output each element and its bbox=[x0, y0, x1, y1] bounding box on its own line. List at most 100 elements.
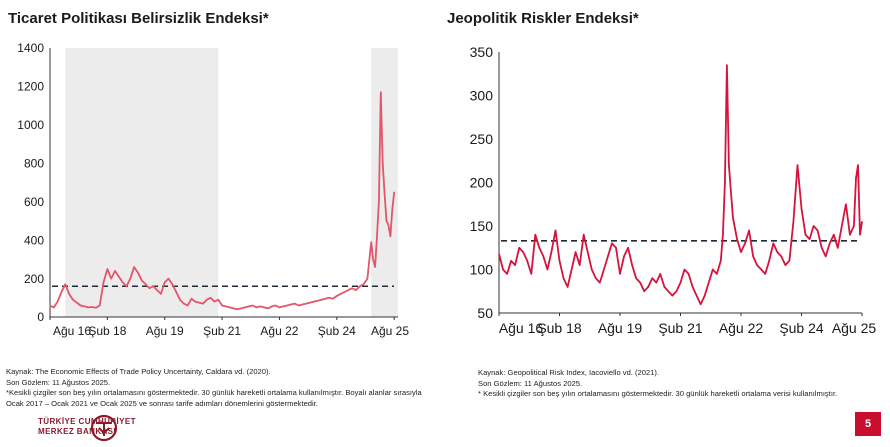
left-data-point bbox=[232, 307, 235, 309]
right-data-point bbox=[542, 255, 544, 258]
left-data-point bbox=[91, 306, 93, 308]
left-data-point bbox=[297, 304, 300, 307]
left-data-point bbox=[106, 268, 108, 270]
right-data-point bbox=[510, 260, 512, 262]
right-data-point bbox=[631, 264, 633, 266]
right-data-point bbox=[728, 164, 730, 166]
left-data-point bbox=[372, 258, 374, 260]
right-data-point bbox=[671, 295, 674, 297]
left-data-point bbox=[355, 289, 357, 291]
left-data-point bbox=[328, 297, 330, 299]
left-data-point bbox=[332, 298, 334, 300]
left-x-tick-label: Şub 18 bbox=[88, 324, 126, 338]
right-data-point bbox=[627, 247, 629, 249]
right-data-point bbox=[768, 260, 770, 262]
right-data-point bbox=[659, 273, 661, 275]
right-data-point bbox=[530, 273, 532, 275]
left-y-tick-label: 1400 bbox=[17, 41, 44, 55]
left-y-tick-label: 1000 bbox=[17, 118, 44, 132]
left-x-tick-label: Ağu 19 bbox=[146, 324, 184, 338]
right-data-point bbox=[726, 64, 728, 66]
right-data-point bbox=[716, 273, 718, 275]
right-data-point bbox=[736, 238, 738, 240]
right-data-point bbox=[744, 242, 746, 244]
left-source-note: Kaynak: The Economic Effects of Trade Po… bbox=[6, 367, 271, 376]
left-y-tick-label: 1200 bbox=[17, 80, 44, 94]
left-data-point bbox=[83, 305, 86, 308]
right-data-point bbox=[566, 286, 569, 288]
right-data-point bbox=[704, 295, 706, 297]
left-data-point bbox=[187, 304, 189, 307]
right-data-point bbox=[679, 281, 682, 284]
right-data-point bbox=[813, 225, 815, 227]
left-data-point bbox=[145, 283, 147, 285]
right-y-tick-label: 100 bbox=[470, 261, 494, 277]
right-data-point bbox=[829, 242, 831, 244]
left-data-point bbox=[87, 306, 89, 308]
left-y-tick-label: 800 bbox=[24, 156, 44, 170]
right-data-point bbox=[623, 255, 625, 258]
left-data-point bbox=[210, 297, 212, 299]
left-data-point bbox=[267, 307, 269, 309]
right-y-tick-label: 50 bbox=[477, 305, 493, 321]
right-data-point bbox=[562, 277, 565, 279]
left-data-point bbox=[79, 304, 82, 307]
left-data-point bbox=[370, 241, 372, 243]
left-data-point bbox=[376, 235, 378, 237]
left-data-point bbox=[252, 304, 254, 307]
left-data-point bbox=[102, 281, 105, 284]
left-data-point bbox=[206, 299, 208, 301]
left-x-tick-label: Ağu 16 bbox=[53, 324, 91, 338]
right-data-point bbox=[667, 290, 670, 292]
left-data-point bbox=[340, 293, 342, 295]
left-data-point bbox=[167, 277, 170, 280]
right-data-point bbox=[558, 260, 561, 262]
right-data-point bbox=[502, 268, 504, 271]
right-y-tick-label: 150 bbox=[470, 218, 494, 234]
left-data-point bbox=[183, 302, 185, 305]
right-data-point bbox=[859, 234, 861, 236]
right-data-point bbox=[792, 221, 795, 223]
left-x-tick-label: Şub 21 bbox=[203, 324, 241, 338]
logo-line-2: MERKEZ BANKASI bbox=[38, 427, 117, 436]
right-x-tick-label: Ağu 22 bbox=[719, 320, 764, 336]
left-data-point bbox=[378, 201, 380, 203]
right-data-point bbox=[554, 229, 557, 231]
left-data-point bbox=[53, 306, 55, 308]
left-data-point bbox=[68, 293, 70, 295]
right-data-point bbox=[853, 225, 855, 227]
left-data-point bbox=[382, 162, 384, 164]
right-y-tick-label: 200 bbox=[470, 174, 494, 190]
left-data-point bbox=[179, 299, 181, 301]
right-data-point bbox=[635, 277, 637, 279]
right-x-tick-label: Şub 24 bbox=[779, 320, 824, 336]
right-data-point bbox=[498, 253, 500, 255]
right-data-point bbox=[837, 247, 839, 249]
right-data-point bbox=[756, 264, 758, 266]
right-data-point bbox=[571, 268, 573, 271]
left-data-point bbox=[275, 304, 277, 307]
left-data-point bbox=[393, 191, 395, 193]
right-data-point bbox=[647, 286, 649, 288]
right-data-point bbox=[804, 234, 807, 236]
right-data-point bbox=[663, 286, 665, 288]
right-data-point bbox=[784, 264, 786, 266]
left-data-point bbox=[282, 305, 284, 308]
right-data-point bbox=[506, 273, 508, 275]
left-data-point bbox=[347, 289, 349, 291]
right-data-point bbox=[772, 242, 774, 244]
left-y-tick-label: 600 bbox=[24, 195, 44, 209]
left-data-point bbox=[129, 277, 131, 280]
right-source-note: Kaynak: Geopolitical Risk Index, Iacovie… bbox=[478, 368, 660, 377]
right-data-point bbox=[591, 268, 593, 271]
right-data-point bbox=[546, 268, 549, 271]
left-data-point bbox=[248, 305, 250, 308]
left-data-point bbox=[190, 298, 193, 300]
left-data-point bbox=[125, 285, 128, 287]
right-data-point bbox=[599, 281, 601, 284]
left-x-tick-label: Ağu 22 bbox=[260, 324, 298, 338]
right-x-tick-label: Ağu 16 bbox=[499, 320, 544, 336]
right-data-point bbox=[724, 181, 726, 184]
page-number-badge: 5 bbox=[855, 412, 881, 436]
